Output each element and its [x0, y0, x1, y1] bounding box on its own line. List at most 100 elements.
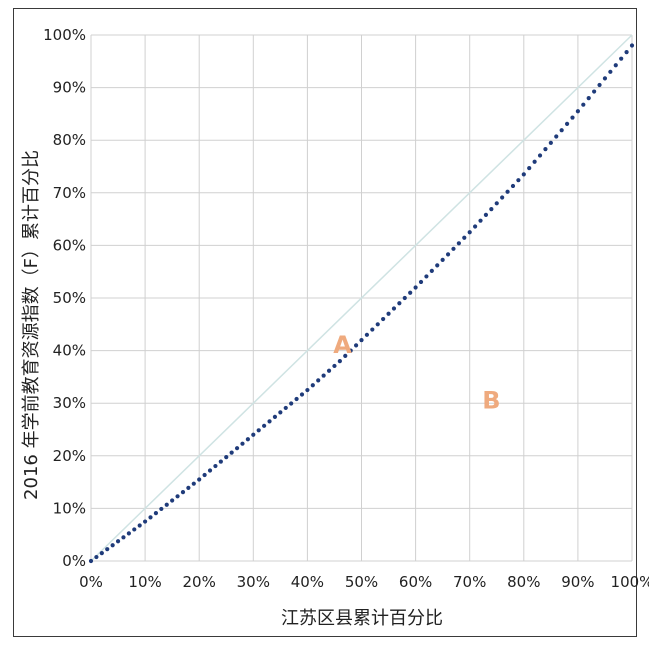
lorenz-point: [132, 527, 137, 532]
lorenz-point: [153, 511, 159, 516]
lorenz-point: [289, 401, 294, 406]
lorenz-point: [451, 246, 456, 251]
lorenz-point: [624, 49, 629, 55]
lorenz-point: [278, 410, 283, 415]
lorenz-point: [386, 311, 391, 316]
annotations: AB: [333, 331, 500, 414]
lorenz-point: [505, 189, 510, 194]
lorenz-point: [316, 378, 321, 383]
y-axis-title: 2016 年学前教育资源指数（F）累计百分比: [21, 150, 42, 500]
lorenz-point: [245, 437, 250, 442]
lorenz-point: [359, 337, 364, 343]
y-tick-label: 40%: [53, 342, 86, 360]
x-tick-label: 100%: [611, 573, 649, 591]
y-tick-labels: 0% 10% 20% 30% 40% 50% 60% 70% 80% 90% 100%: [43, 26, 86, 570]
lorenz-point: [180, 489, 186, 495]
lorenz-point: [581, 102, 586, 107]
chart-frame: [13, 8, 637, 637]
lorenz-point: [473, 224, 478, 229]
lorenz-point: [462, 235, 467, 240]
y-tick-label: 100%: [43, 26, 86, 44]
lorenz-point: [510, 183, 516, 189]
lorenz-point: [224, 455, 229, 460]
lorenz-point: [115, 539, 121, 544]
lorenz-point: [105, 547, 110, 552]
lorenz-point: [440, 257, 445, 262]
lorenz-point: [586, 96, 591, 101]
gridlines: [90, 34, 633, 562]
lorenz-point: [326, 368, 332, 373]
y-tick-label: 20%: [53, 447, 86, 465]
y-tick-label: 10%: [53, 499, 86, 517]
lorenz-point: [500, 195, 505, 200]
lorenz-point: [256, 428, 261, 433]
lorenz-point: [202, 472, 207, 478]
lorenz-point: [381, 316, 386, 322]
x-tick-label: 0%: [79, 573, 103, 591]
x-tick-label: 90%: [561, 573, 594, 591]
lorenz-point: [408, 290, 413, 295]
lorenz-point: [148, 515, 153, 520]
lorenz-point: [234, 446, 240, 451]
y-tick-label: 80%: [53, 131, 86, 149]
lorenz-point: [207, 468, 213, 473]
x-tick-labels: 0% 10% 20% 30% 40% 50% 60% 70% 80% 90% 100%: [79, 573, 649, 591]
y-tick-label: 0%: [62, 552, 86, 570]
region-label-a: A: [333, 331, 352, 359]
series-layer: [88, 34, 635, 564]
lorenz-point: [332, 363, 337, 369]
lorenz-point: [602, 76, 608, 81]
lorenz-point: [159, 506, 164, 512]
lorenz-point: [375, 322, 380, 327]
x-tick-label: 30%: [237, 573, 270, 591]
lorenz-point: [543, 147, 548, 152]
lorenz-point: [478, 218, 483, 223]
lorenz-point: [343, 353, 348, 358]
lorenz-point: [218, 459, 223, 464]
lorenz-point: [489, 207, 494, 212]
lorenz-point: [170, 498, 175, 503]
lorenz-point: [435, 263, 440, 268]
lorenz-point: [321, 373, 326, 378]
lorenz-point: [613, 63, 618, 68]
lorenz-point: [521, 172, 526, 177]
x-tick-label: 80%: [507, 573, 540, 591]
lorenz-point: [186, 485, 191, 490]
lorenz-point: [467, 230, 472, 235]
x-tick-label: 40%: [291, 573, 324, 591]
lorenz-point: [418, 279, 424, 285]
lorenz-point: [575, 109, 581, 114]
lorenz-point: [126, 531, 131, 536]
lorenz-point: [229, 450, 234, 455]
x-tick-label: 70%: [453, 573, 486, 591]
lorenz-point: [88, 558, 94, 564]
lorenz-point: [213, 463, 218, 469]
lorenz-point: [348, 348, 353, 353]
lorenz-point: [516, 178, 521, 183]
lorenz-point: [532, 159, 537, 164]
y-tick-label: 70%: [53, 184, 86, 202]
lorenz-point: [548, 140, 553, 145]
lorenz-point: [397, 301, 402, 306]
lorenz-point: [110, 543, 115, 548]
lorenz-point: [402, 295, 407, 301]
lorenz-point: [272, 414, 278, 419]
x-tick-label: 20%: [183, 573, 216, 591]
lorenz-point: [337, 359, 342, 364]
y-tick-label: 50%: [53, 289, 86, 307]
x-tick-label: 50%: [345, 573, 378, 591]
lorenz-point: [191, 481, 196, 486]
lorenz-point: [559, 128, 564, 133]
lorenz-point: [494, 201, 499, 206]
lorenz-point: [267, 419, 272, 424]
lorenz-point: [353, 343, 359, 348]
y-tick-label: 90%: [53, 79, 86, 97]
lorenz-point: [197, 477, 202, 482]
lorenz-point: [143, 519, 148, 524]
lorenz-point: [629, 43, 635, 48]
lorenz-point: [597, 82, 602, 88]
y-tick-label: 30%: [53, 394, 86, 412]
lorenz-point: [262, 423, 267, 428]
lorenz-point: [310, 383, 315, 388]
